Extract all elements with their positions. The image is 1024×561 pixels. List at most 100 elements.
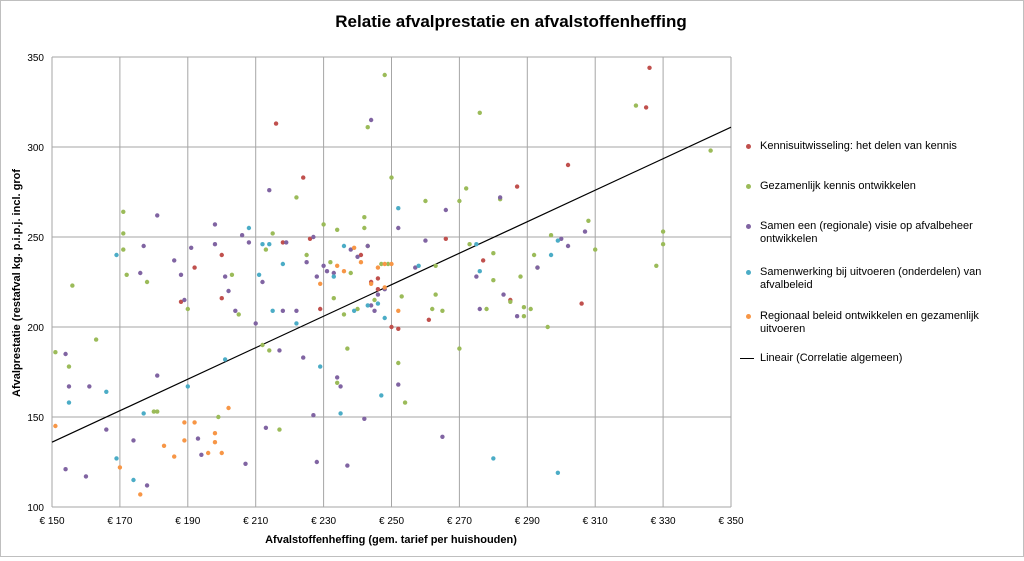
data-point-series-4 (382, 315, 387, 321)
trendline (51, 126, 732, 443)
data-point-series-3 (311, 234, 316, 240)
data-point-series-2 (277, 427, 282, 432)
data-point-series-5 (53, 423, 58, 429)
data-point-series-3 (141, 243, 146, 249)
data-point-series-1 (178, 299, 184, 304)
data-point-series-4 (256, 272, 262, 277)
x-tick-label: € 350 (718, 516, 743, 527)
x-tick-label: € 210 (243, 516, 268, 527)
legend-label: Samenwerking bij uitvoeren (onderdelen) … (760, 266, 982, 291)
data-point-series-4 (270, 308, 275, 313)
data-point-series-3 (246, 240, 252, 245)
data-point-series-3 (368, 303, 374, 308)
legend-label: Samen een (regionale) visie op afvalbehe… (760, 220, 973, 245)
data-point-series-5 (138, 492, 143, 497)
data-point-series-3 (63, 467, 68, 472)
data-point-series-4 (66, 400, 72, 405)
legend-line-icon (740, 358, 754, 359)
data-point-series-2 (477, 110, 482, 116)
data-point-series-3 (294, 308, 299, 313)
data-point-series-4 (338, 411, 343, 416)
data-point-series-5 (389, 261, 394, 267)
data-point-series-5 (192, 420, 197, 425)
data-point-series-5 (382, 261, 387, 267)
data-point-series-4 (477, 269, 482, 274)
data-point-series-5 (396, 308, 401, 313)
data-point-series-1 (219, 296, 224, 301)
data-point-series-1 (443, 236, 449, 241)
data-point-series-3 (195, 436, 201, 441)
x-tick-label: € 290 (515, 516, 540, 527)
data-point-series-3 (66, 384, 72, 389)
y-tick-label: 350 (27, 53, 44, 64)
data-point-series-1 (301, 175, 306, 180)
x-tick-label: € 230 (311, 516, 336, 527)
data-point-series-3 (182, 297, 187, 303)
data-point-series-4 (114, 456, 119, 461)
x-tick-label: € 170 (107, 516, 132, 527)
data-point-series-2 (548, 233, 554, 238)
x-tick-label: € 310 (583, 516, 608, 527)
data-point-series-1 (318, 306, 323, 312)
data-point-series-2 (355, 306, 360, 312)
data-point-series-1 (307, 236, 313, 241)
data-point-series-2 (402, 400, 408, 405)
data-point-series-1 (514, 184, 520, 189)
data-point-series-2 (236, 312, 241, 317)
data-point-series-5 (351, 245, 357, 250)
data-point-series-2 (321, 222, 326, 227)
x-tick-label: € 190 (175, 516, 200, 527)
data-point-series-2 (593, 247, 598, 252)
data-point-series-2 (491, 278, 496, 283)
data-point-series-2 (484, 306, 489, 312)
data-point-series-5 (161, 443, 167, 448)
data-point-series-5 (334, 263, 340, 268)
data-point-series-3 (188, 245, 194, 250)
data-point-series-2 (521, 314, 527, 319)
data-point-series-2 (331, 296, 336, 301)
data-point-series-3 (396, 225, 401, 231)
data-point-series-5 (226, 405, 231, 411)
data-point-series-2 (382, 72, 387, 78)
legend-item: Gezamenlijk kennis ontwikkelen (746, 180, 1016, 220)
data-point-series-3 (413, 265, 418, 270)
data-point-series-3 (334, 375, 340, 380)
data-point-series-1 (643, 105, 649, 110)
legend-item: Lineair (Correlatie algemeen) (740, 352, 1016, 372)
data-point-series-2 (531, 252, 537, 258)
legend-item: Kennisuitwisseling: het delen van kennis (746, 140, 1016, 180)
data-point-series-4 (222, 357, 228, 362)
data-point-series-3 (155, 373, 160, 378)
data-point-series-2 (457, 198, 462, 204)
data-point-series-3 (301, 355, 306, 360)
trendline-line (51, 126, 732, 443)
data-point-series-2 (121, 231, 126, 236)
data-point-series-2 (53, 350, 58, 355)
data-point-series-2 (365, 125, 370, 130)
y-tick-label: 100 (27, 503, 44, 514)
data-point-series-4 (474, 242, 479, 247)
data-point-series-5 (358, 260, 364, 265)
data-point-series-2 (379, 261, 384, 267)
grid-lines (51, 56, 732, 508)
legend-label: Gezamenlijk kennis ontwikkelen (760, 180, 916, 192)
data-point-series-3 (321, 263, 326, 268)
data-point-series-5 (368, 281, 374, 286)
data-point-series-3 (443, 207, 449, 213)
data-point-series-2 (433, 263, 438, 268)
data-point-series-4 (141, 411, 146, 416)
legend-marker-icon (746, 270, 751, 275)
data-point-series-4 (294, 321, 299, 326)
data-point-series-2 (385, 261, 391, 267)
data-point-series-2 (334, 227, 340, 232)
data-point-series-4 (104, 389, 109, 394)
data-point-series-1 (389, 324, 394, 330)
data-point-series-3 (368, 117, 374, 123)
data-point-series-2 (396, 360, 401, 366)
data-point-series-2 (66, 364, 72, 369)
data-point-series-5 (212, 431, 218, 436)
data-point-series-2 (121, 247, 126, 252)
data-points (53, 65, 713, 497)
